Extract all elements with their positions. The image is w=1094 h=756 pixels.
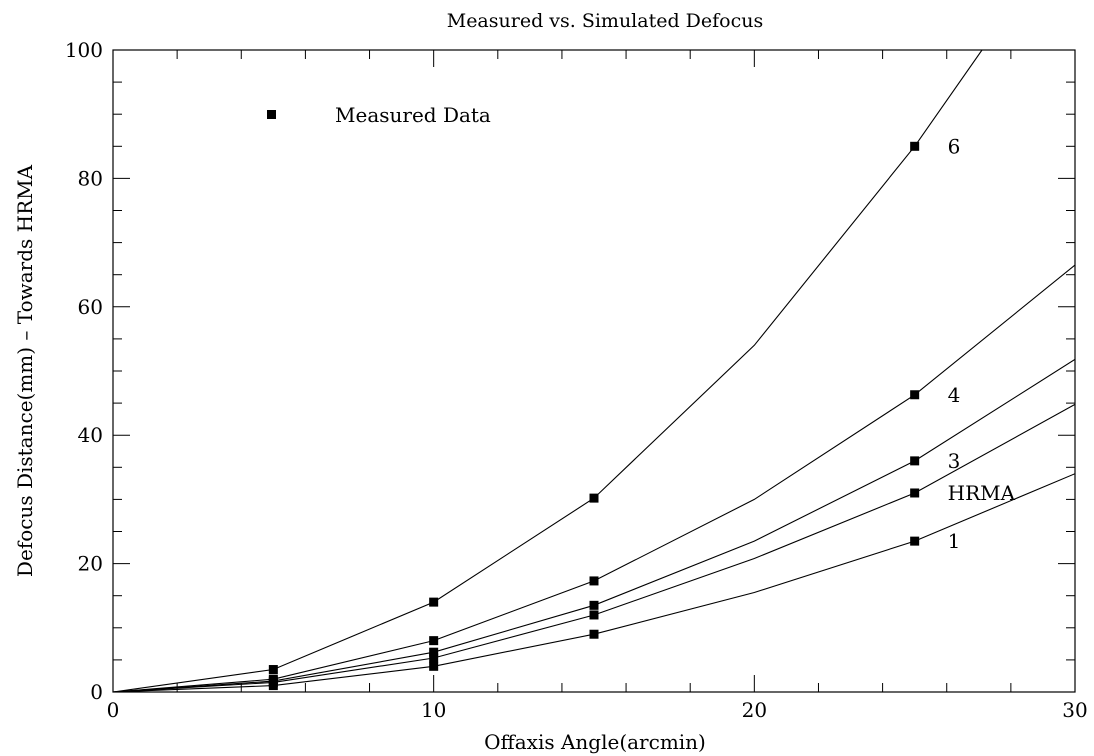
measured-markers [268, 141, 920, 691]
series-label: 4 [948, 383, 961, 407]
measured-point [589, 629, 599, 639]
series-label: 6 [948, 134, 961, 158]
measured-point [910, 456, 920, 466]
measured-point [429, 636, 439, 646]
y-tick-label: 0 [90, 680, 103, 704]
measured-point [589, 493, 599, 503]
measured-point [910, 536, 920, 546]
y-axis-title: Defocus Distance(mm) – Towards HRMA [13, 164, 37, 577]
series-label: 1 [948, 529, 961, 553]
axis-tick-labels: 0 10 20 30 0 20 40 60 80 100 [65, 38, 1088, 722]
legend-marker [267, 110, 276, 119]
measured-point [589, 610, 599, 620]
measured-point [589, 600, 599, 610]
measured-point [429, 597, 439, 607]
x-axis-title: Offaxis Angle(arcmin) [484, 730, 706, 754]
measured-point [910, 141, 920, 151]
measured-point [268, 681, 278, 691]
axis-ticks [112, 49, 1076, 693]
series-label: HRMA [948, 481, 1016, 505]
x-tick-label: 10 [421, 698, 446, 722]
series-line [113, 358, 1075, 692]
measured-point [589, 576, 599, 586]
series-label: 3 [948, 449, 961, 473]
series-line [113, 403, 1075, 692]
chart-title: Measured vs. Simulated Defocus [447, 10, 764, 32]
y-tick-label: 100 [65, 38, 103, 62]
series-line [113, 264, 1075, 692]
y-tick-label: 20 [78, 552, 103, 576]
measured-point [429, 647, 439, 657]
y-tick-label: 60 [78, 295, 103, 319]
series-labels: 6 4 3 HRMA 1 [948, 134, 1016, 553]
measured-point [429, 661, 439, 671]
measured-point [268, 665, 278, 675]
series-line [113, 50, 983, 692]
x-tick-label: 0 [107, 698, 120, 722]
plot-border [112, 49, 1076, 693]
plot-frame [112, 49, 1076, 693]
y-tick-label: 40 [78, 423, 103, 447]
x-tick-label: 30 [1062, 698, 1087, 722]
legend: Measured Data [267, 103, 491, 127]
legend-label: Measured Data [335, 103, 491, 127]
measured-point [910, 390, 920, 400]
measured-point [910, 488, 920, 498]
series-lines [113, 50, 1075, 692]
y-tick-label: 80 [78, 166, 103, 190]
measured-point [429, 653, 439, 663]
x-tick-label: 20 [742, 698, 767, 722]
